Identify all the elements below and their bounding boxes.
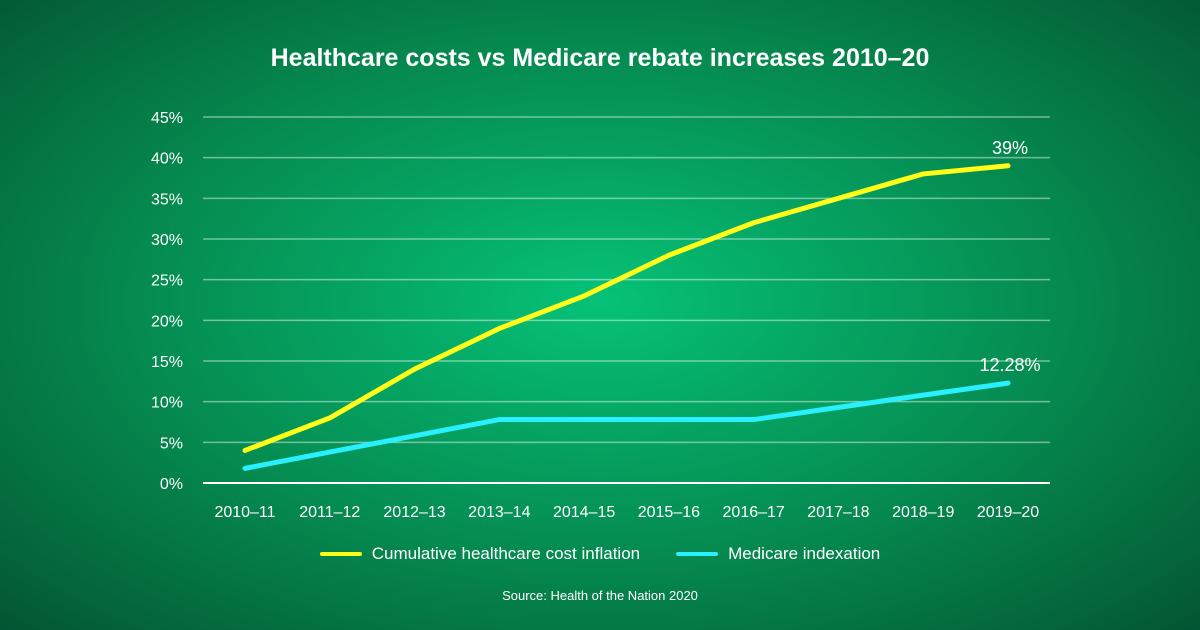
- x-tick-label: 2018–19: [892, 504, 954, 521]
- legend-swatch: [676, 552, 719, 556]
- legend-item-indexation: Medicare indexation: [676, 544, 880, 564]
- y-tick-label: 0%: [160, 476, 183, 493]
- x-tick-label: 2019–20: [977, 504, 1039, 521]
- data-label: 12.28%: [979, 355, 1040, 375]
- legend: Cumulative healthcare cost inflation Med…: [0, 544, 1200, 564]
- x-tick-label: 2012–13: [383, 504, 445, 521]
- x-tick-label: 2014–15: [553, 504, 615, 521]
- y-tick-label: 10%: [151, 395, 183, 412]
- source-note: Source: Health of the Nation 2020: [502, 588, 698, 603]
- legend-swatch: [319, 552, 362, 556]
- y-tick-label: 15%: [151, 354, 183, 371]
- y-tick-label: 45%: [151, 110, 183, 127]
- y-tick-label: 35%: [151, 191, 183, 208]
- y-tick-label: 40%: [151, 151, 183, 168]
- y-tick-label: 30%: [151, 232, 183, 249]
- x-tick-label: 2010–11: [214, 504, 275, 521]
- y-tick-label: 25%: [151, 273, 183, 290]
- legend-label: Cumulative healthcare cost inflation: [371, 544, 641, 563]
- x-tick-label: 2013–14: [468, 504, 530, 521]
- series-line-0: [242, 163, 1011, 453]
- legend-label: Medicare indexation: [728, 544, 881, 563]
- y-tick-label: 20%: [151, 313, 183, 330]
- x-tick-label: 2011–12: [299, 504, 360, 521]
- x-tick-label: 2016–17: [723, 504, 785, 521]
- x-tick-label: 2015–16: [638, 504, 700, 521]
- data-label: 39%: [992, 138, 1028, 158]
- chart-title: Healthcare costs vs Medicare rebate incr…: [270, 44, 930, 72]
- series-line-1: [242, 380, 1011, 471]
- x-tick-label: 2017–18: [807, 504, 869, 521]
- legend-item-inflation: Cumulative healthcare cost inflation: [319, 544, 641, 564]
- y-tick-label: 5%: [160, 435, 183, 452]
